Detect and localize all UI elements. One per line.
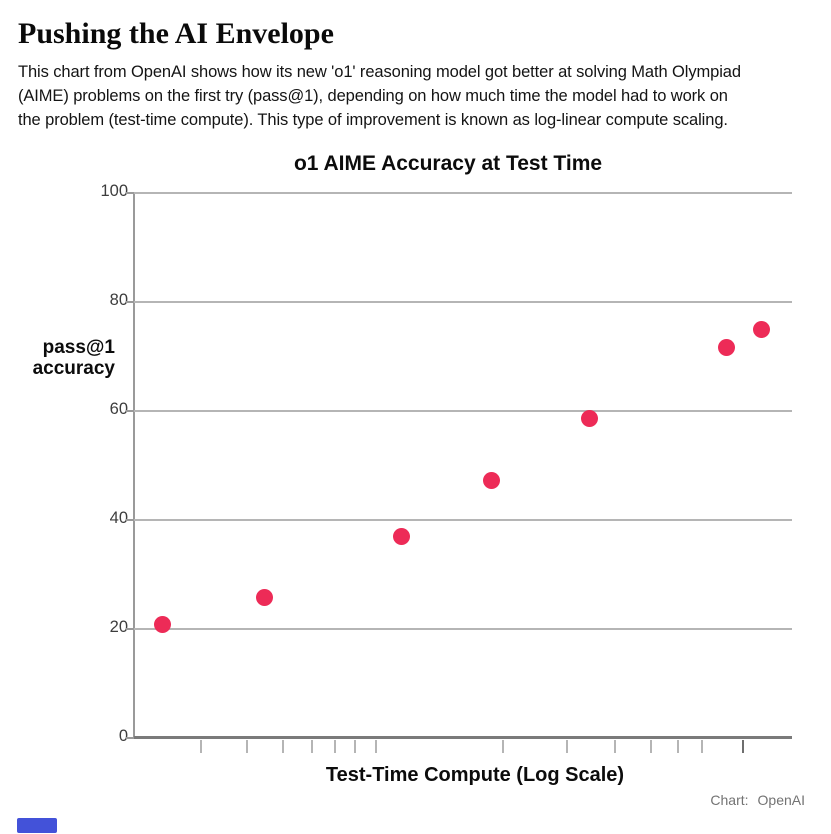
y-axis-title-line-2: accuracy	[32, 358, 115, 379]
x-tick-mark	[613, 740, 616, 753]
chart-title: o1 AIME Accuracy at Test Time	[293, 152, 603, 175]
x-tick-mark	[246, 740, 249, 753]
data-point	[482, 471, 500, 489]
description-line-3: the problem (test-time compute). This ty…	[18, 111, 728, 129]
y-tick-label: 20	[109, 618, 128, 636]
data-point	[393, 528, 411, 546]
credit-label: Chart:	[710, 792, 749, 808]
data-point	[580, 409, 598, 427]
y-axis-title-line-1: pass@1	[42, 337, 115, 358]
credit-source: OpenAI	[757, 792, 805, 808]
y-tick-label: 80	[109, 291, 128, 309]
y-tick-mark	[126, 410, 134, 412]
data-point	[255, 589, 273, 607]
y-tick-label: 60	[109, 400, 128, 418]
y-tick-label: 40	[109, 509, 128, 527]
x-tick-mark	[281, 740, 284, 753]
chart-description: This chart from OpenAI shows how its new…	[18, 60, 820, 132]
brand-logo	[17, 818, 57, 833]
data-point	[153, 615, 171, 633]
description-line-2: (AIME) problems on the first try (pass@1…	[18, 87, 728, 105]
y-tick-mark	[126, 628, 134, 630]
gridline-y-20	[134, 628, 792, 630]
x-tick-mark	[742, 740, 745, 753]
gridline-y-80	[134, 301, 792, 303]
gridline-y-40	[134, 519, 792, 521]
y-tick-mark	[126, 301, 134, 303]
chart-credit: Chart: OpenAI	[710, 792, 805, 808]
x-tick-mark	[650, 740, 653, 753]
x-tick-mark	[200, 740, 203, 753]
y-axis-title: pass@1 accuracy	[18, 337, 115, 379]
x-tick-mark	[502, 740, 505, 753]
x-axis-label: Test-Time Compute (Log Scale)	[325, 764, 625, 786]
x-tick-mark	[375, 740, 378, 753]
x-tick-mark	[334, 740, 337, 753]
y-tick-mark	[126, 737, 134, 739]
plot-area	[126, 192, 792, 753]
data-point	[717, 339, 735, 357]
x-tick-mark	[700, 740, 703, 753]
x-tick-mark	[354, 740, 357, 753]
x-tick-mark	[677, 740, 680, 753]
gridline-y-100	[134, 192, 792, 194]
data-point	[752, 320, 770, 338]
description-line-1: This chart from OpenAI shows how its new…	[18, 63, 741, 81]
gridline-y-60	[134, 410, 792, 412]
y-tick-mark	[126, 192, 134, 194]
x-tick-mark	[311, 740, 314, 753]
y-tick-label: 0	[118, 727, 128, 745]
x-axis-line	[134, 736, 792, 739]
y-axis-spine	[133, 193, 135, 739]
y-tick-mark	[126, 519, 134, 521]
x-tick-mark	[565, 740, 568, 753]
page-title: Pushing the AI Envelope	[18, 17, 334, 50]
y-tick-label: 100	[100, 182, 128, 200]
